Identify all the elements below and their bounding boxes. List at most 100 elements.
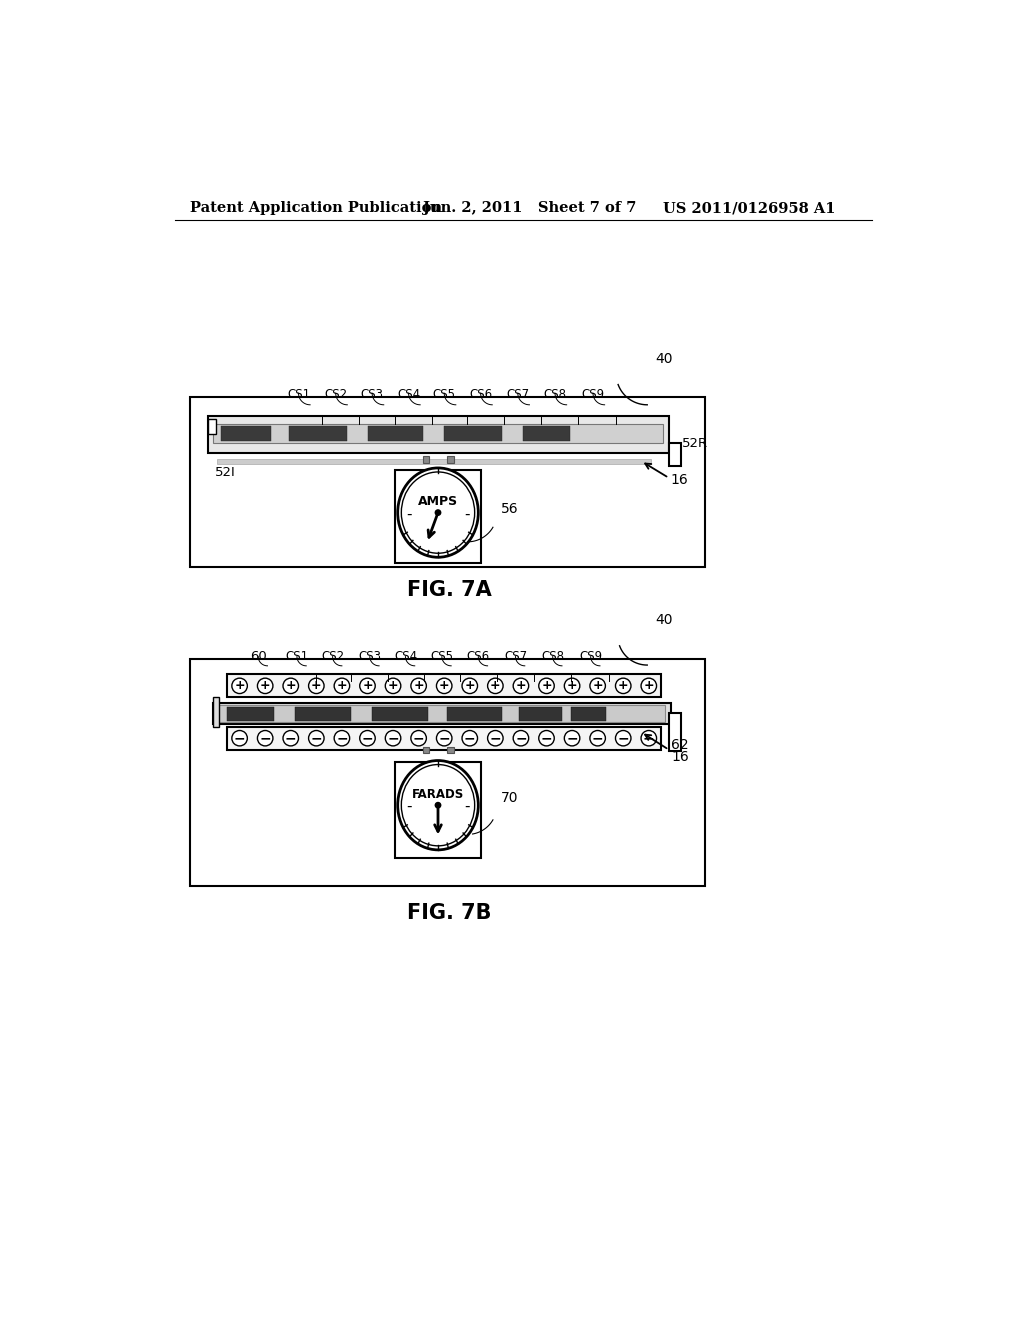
Text: +: + xyxy=(311,680,322,693)
Circle shape xyxy=(590,730,605,746)
Bar xyxy=(394,762,481,858)
Text: CS2: CS2 xyxy=(322,649,344,663)
Circle shape xyxy=(487,678,503,693)
Bar xyxy=(221,425,271,441)
Text: CS6: CS6 xyxy=(469,388,493,401)
Circle shape xyxy=(308,678,324,693)
Text: −: − xyxy=(233,731,246,746)
Circle shape xyxy=(564,678,580,693)
Bar xyxy=(571,706,606,721)
Text: CS4: CS4 xyxy=(394,649,417,663)
Text: CS7: CS7 xyxy=(504,649,527,663)
Text: CS9: CS9 xyxy=(580,649,602,663)
Text: −: − xyxy=(336,731,348,746)
Text: +: + xyxy=(388,680,398,693)
Circle shape xyxy=(436,730,452,746)
Text: 16: 16 xyxy=(672,751,689,764)
Text: +: + xyxy=(490,680,501,693)
Text: +: + xyxy=(234,680,245,693)
Circle shape xyxy=(435,803,440,808)
Bar xyxy=(227,726,662,750)
Text: -: - xyxy=(465,507,470,521)
Circle shape xyxy=(283,730,299,746)
Text: −: − xyxy=(489,731,501,746)
Bar xyxy=(669,713,681,751)
Text: CS2: CS2 xyxy=(325,388,347,401)
Text: FIG. 7A: FIG. 7A xyxy=(408,579,492,599)
Bar xyxy=(423,457,429,462)
Ellipse shape xyxy=(401,764,475,846)
Circle shape xyxy=(231,678,248,693)
Circle shape xyxy=(257,730,273,746)
Circle shape xyxy=(539,730,554,746)
Text: 52R: 52R xyxy=(682,437,709,450)
Text: −: − xyxy=(438,731,450,746)
Bar xyxy=(295,706,351,721)
Bar xyxy=(372,706,428,721)
Text: −: − xyxy=(541,731,552,746)
Circle shape xyxy=(462,678,477,693)
Ellipse shape xyxy=(397,760,478,850)
Text: 60: 60 xyxy=(250,649,266,663)
Text: CS5: CS5 xyxy=(433,388,456,401)
Text: −: − xyxy=(464,731,475,746)
Text: CS3: CS3 xyxy=(360,388,384,401)
Text: +: + xyxy=(465,680,475,693)
Text: +: + xyxy=(566,680,578,693)
Circle shape xyxy=(257,678,273,693)
Circle shape xyxy=(615,730,631,746)
Bar xyxy=(289,425,347,441)
Text: 56: 56 xyxy=(501,502,518,516)
Text: AMPS: AMPS xyxy=(418,495,458,508)
Bar xyxy=(519,706,562,721)
Bar xyxy=(227,675,662,697)
Circle shape xyxy=(411,678,426,693)
Text: −: − xyxy=(285,731,297,746)
Text: CS1: CS1 xyxy=(286,649,308,663)
Bar xyxy=(213,697,219,726)
Text: +: + xyxy=(643,680,654,693)
Text: CS7: CS7 xyxy=(506,388,529,401)
Text: +: + xyxy=(542,680,552,693)
Circle shape xyxy=(334,730,349,746)
Text: −: − xyxy=(643,731,654,746)
Bar xyxy=(213,424,663,442)
Circle shape xyxy=(462,730,477,746)
Text: +: + xyxy=(592,680,603,693)
Ellipse shape xyxy=(401,473,475,553)
Text: −: − xyxy=(566,731,578,746)
Bar xyxy=(447,706,502,721)
Text: −: − xyxy=(259,731,271,746)
Circle shape xyxy=(641,678,656,693)
Bar xyxy=(395,470,480,562)
Circle shape xyxy=(283,678,299,693)
Text: CS5: CS5 xyxy=(430,649,454,663)
Circle shape xyxy=(308,730,324,746)
Text: FARADS: FARADS xyxy=(412,788,464,801)
Bar xyxy=(217,459,651,465)
Text: FIG. 7B: FIG. 7B xyxy=(408,903,492,923)
Circle shape xyxy=(487,730,503,746)
Circle shape xyxy=(334,678,349,693)
Text: +: + xyxy=(260,680,270,693)
Text: Jun. 2, 2011   Sheet 7 of 7: Jun. 2, 2011 Sheet 7 of 7 xyxy=(423,202,636,215)
Bar xyxy=(213,702,671,725)
Text: CS9: CS9 xyxy=(582,388,604,401)
Text: 40: 40 xyxy=(655,614,673,627)
Text: -: - xyxy=(465,799,470,814)
Text: −: − xyxy=(592,731,603,746)
Text: −: − xyxy=(310,731,323,746)
Bar xyxy=(227,706,273,721)
Bar xyxy=(423,747,429,752)
Text: CS1: CS1 xyxy=(287,388,310,401)
Circle shape xyxy=(539,678,554,693)
Bar xyxy=(669,444,681,466)
Text: −: − xyxy=(387,731,399,746)
Circle shape xyxy=(436,678,452,693)
Circle shape xyxy=(231,730,248,746)
Text: 52I: 52I xyxy=(215,466,236,479)
Circle shape xyxy=(513,730,528,746)
Text: CS4: CS4 xyxy=(397,388,420,401)
Bar xyxy=(523,425,569,441)
Text: +: + xyxy=(337,680,347,693)
